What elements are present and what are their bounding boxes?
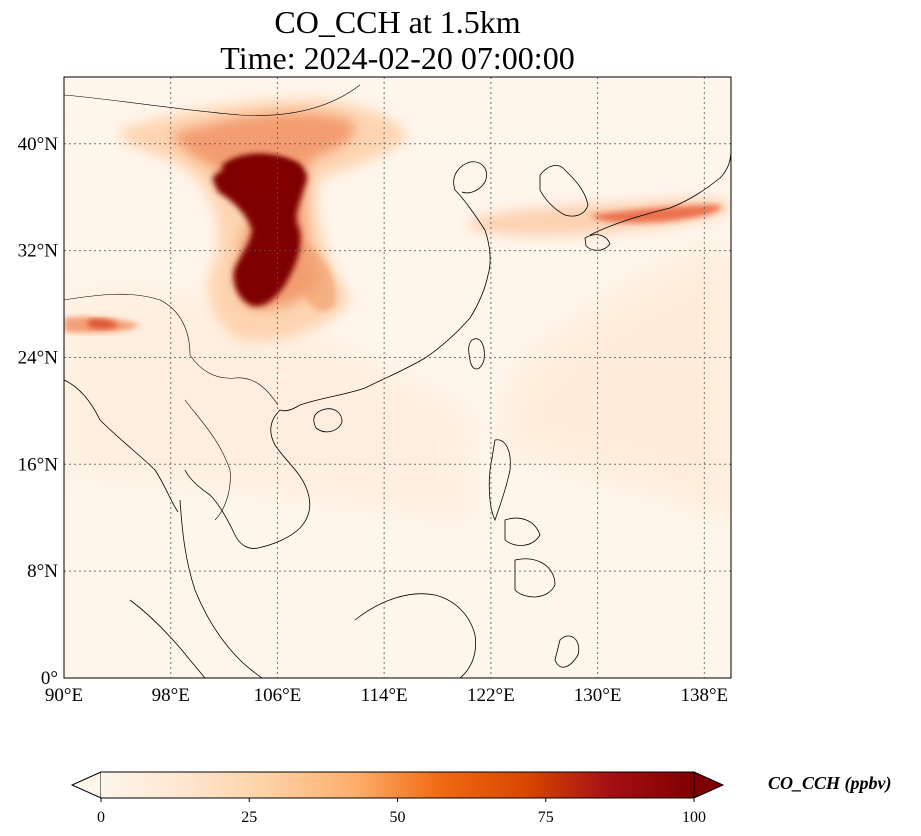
lon-tick-label: 90°E [45,685,83,706]
mindanao-coast [514,558,556,598]
taiwan-coast [468,338,485,370]
plume-streak-east [300,240,336,312]
coastlines [64,84,731,678]
colorbar-ticks: 0 25 50 75 100 [97,798,706,826]
ocean-haze [500,248,731,520]
colorbar-label: CO_CCH (ppbv) [768,773,892,794]
lon-tick-label: 114°E [361,685,408,706]
colorbar-tick-label: 100 [682,809,706,826]
himalaya-core [88,319,118,329]
map-panel [64,77,731,678]
sulawesi-coast [554,635,580,668]
bengal-coast [64,379,101,421]
concentration-field [64,99,731,520]
land-haze [64,291,470,520]
kyushu-coast [584,234,611,251]
lat-tick-label: 8°N [27,561,58,582]
map-frame [63,76,732,679]
map-subtitle: Time: 2024-02-20 07:00:00 [220,40,575,76]
china-coastline [279,189,491,412]
myanmar-coast [99,419,179,513]
lat-tick-label: 0° [41,668,58,689]
colorbar-body [101,772,694,798]
lon-tick-label: 130°E [574,685,622,706]
map-title: CO_CCH at 1.5km [274,4,521,40]
lon-tick-label: 138°E [680,685,728,706]
lon-tick-label: 98°E [152,685,190,706]
luzon-coast [488,439,511,522]
lat-tick-label: 16°N [18,454,59,475]
lon-tick-label: 122°E [467,685,515,706]
japan-coast [589,149,731,236]
border-china-mongolia [64,84,361,116]
visayas-coast [504,517,541,546]
lat-tick-label: 24°N [18,347,59,368]
hainan-coast [313,408,343,433]
border-yunnan [189,354,279,406]
lon-tick-label: 106°E [254,685,302,706]
colorbar-tick-label: 0 [97,809,105,826]
longitude-labels: 90°E 98°E 106°E 114°E 122°E 130°E 138°E [45,685,728,706]
borneo-coast [354,593,477,678]
latitude-labels: 0° 8°N 16°N 24°N 32°N 40°N [18,134,59,689]
colorbar-extend-low [70,771,102,799]
plume-core-upper [222,153,301,195]
border-himalaya [64,293,191,356]
colorbar-tick-label: 75 [538,809,554,826]
malay-peninsula [179,499,263,678]
colorbar-tick-label: 50 [390,809,406,826]
colorbar-extend-high [693,771,725,799]
border-laos-thailand [184,399,231,521]
lat-tick-label: 40°N [18,134,59,155]
gridlines [64,77,731,678]
plume-core [212,157,308,307]
sumatra-coast [129,599,206,678]
colorbar: 0 25 50 75 100 CO_CCH (ppbv) [70,771,892,826]
shandong-coast [453,161,487,194]
colorbar-tick-label: 25 [241,809,257,826]
japan-band-core [590,205,721,223]
lat-tick-label: 32°N [18,241,59,262]
korea-coast [539,165,589,217]
